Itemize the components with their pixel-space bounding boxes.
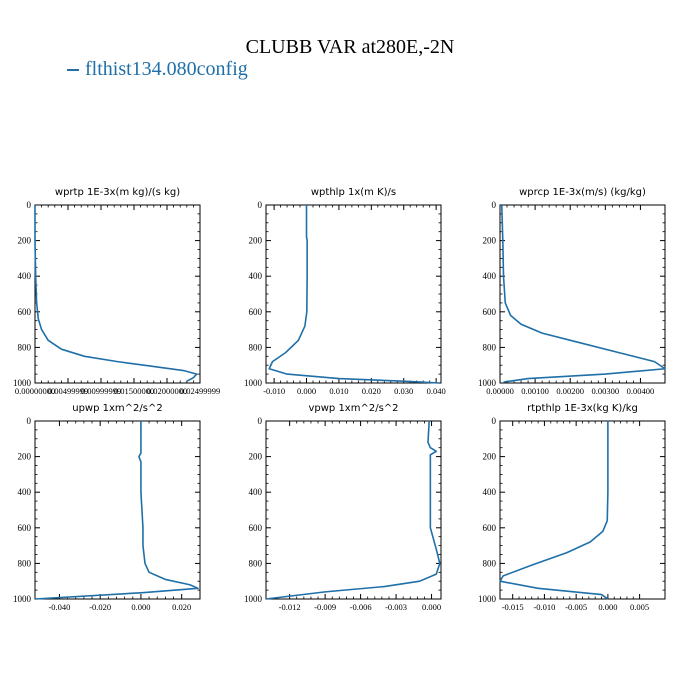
plot-frame — [34, 420, 201, 600]
legend-label: flthist134.080config — [85, 58, 248, 80]
x-tick-label: -0.015 — [502, 602, 524, 612]
plot-title: rtpthlp 1E-3x(kg K)/kg — [527, 403, 638, 414]
y-tick-label: 0 — [492, 200, 497, 210]
x-tick-label: -0.009 — [314, 602, 336, 612]
y-tick-label: 0 — [27, 416, 32, 426]
y-tick-label: 400 — [18, 271, 32, 281]
x-tick-label: 0.00400 — [627, 386, 655, 396]
x-tick-label: 0.000 — [131, 602, 150, 612]
y-tick-label: 0 — [258, 416, 263, 426]
y-tick-label: 200 — [483, 452, 497, 462]
x-tick-label: -0.005 — [565, 602, 587, 612]
plot-6: rtpthlp 1E-3x(kg K)/kg02004006008001000-… — [478, 403, 666, 612]
y-tick-label: 800 — [18, 558, 32, 568]
x-tick-label: 0.00300 — [592, 386, 620, 396]
plot-title: vpwp 1xm^2/s^2 — [308, 403, 398, 414]
x-tick-label: 0.030 — [394, 386, 413, 396]
x-tick-label: -0.010 — [533, 602, 555, 612]
y-tick-label: 0 — [492, 416, 497, 426]
y-tick-label: 400 — [18, 487, 32, 497]
legend-line-icon — [67, 69, 79, 72]
y-tick-label: 1000 — [244, 594, 263, 604]
x-tick-label: 0.000 — [297, 386, 316, 396]
legend: flthist134.080config — [67, 58, 248, 81]
x-tick-label: 0.000 — [598, 602, 617, 612]
x-tick-label: -0.006 — [350, 602, 372, 612]
x-tick-label: 0.00000000 — [15, 386, 55, 396]
y-tick-label: 1000 — [13, 594, 32, 604]
plot-title: wprcp 1E-3x(m/s) (kg/kg) — [519, 187, 646, 198]
y-tick-label: 800 — [249, 558, 263, 568]
y-tick-label: 600 — [249, 307, 263, 317]
x-tick-label: 0.000 — [422, 602, 441, 612]
x-tick-label: 0.020 — [362, 386, 381, 396]
x-tick-label: -0.003 — [385, 602, 407, 612]
plot-1: wprtp 1E-3x(m kg)/(s kg) 0 200 400 600 800 100… — [13, 187, 220, 396]
y-tick-label: 600 — [483, 523, 497, 533]
y-tick-label: 1000 — [13, 378, 32, 388]
y-tick-label: 200 — [249, 452, 263, 462]
y-tick-label: 200 — [18, 452, 32, 462]
y-tick-label: 1000 — [478, 378, 497, 388]
series-line — [265, 420, 441, 600]
x-tick-label: 0.00499999 — [48, 386, 88, 396]
y-tick-label: 200 — [483, 236, 497, 246]
x-tick-label: 0.00100 — [521, 386, 549, 396]
y-tick-label: 1000 — [478, 594, 497, 604]
plot-frame — [499, 420, 666, 600]
plot-frame — [265, 420, 442, 600]
y-tick-label: 800 — [249, 342, 263, 352]
plot-title: upwp 1xm^2/s^2 — [72, 403, 162, 414]
y-tick-label: 400 — [249, 487, 263, 497]
y-tick-label: 1000 — [244, 378, 263, 388]
y-tick-label: 200 — [18, 236, 32, 246]
x-tick-label: 0.020 — [172, 602, 191, 612]
plot-frame — [34, 204, 201, 384]
y-tick-label: 600 — [483, 307, 497, 317]
series-line — [34, 421, 199, 600]
y-tick-label: 800 — [483, 558, 497, 568]
series-line — [500, 204, 666, 383]
plot-frame — [265, 204, 442, 384]
y-tick-label: 800 — [18, 342, 32, 352]
x-tick-label: -0.010 — [263, 386, 285, 396]
plot-4: upwp 1xm^2/s^2 0 200 400 600 800 1000 -0.040 -0.… — [13, 403, 201, 612]
plot-2: wpthlp 1x(m K)/s 0 200 400 600 800 1000-0.010 0… — [244, 187, 446, 396]
figure-title: CLUBB VAR at280E,-2N — [245, 36, 455, 58]
x-tick-label: 0.01500000 — [114, 386, 154, 396]
y-tick-label: 200 — [249, 236, 263, 246]
y-tick-label: 400 — [249, 271, 263, 281]
plot-title: wpthlp 1x(m K)/s — [311, 187, 396, 198]
y-tick-label: 600 — [249, 523, 263, 533]
series-line — [34, 205, 198, 382]
x-tick-label: 0.005 — [630, 602, 649, 612]
x-tick-label: 0.040 — [427, 386, 446, 396]
plot-frame — [499, 204, 666, 384]
x-tick-label: -0.012 — [279, 602, 301, 612]
x-tick-label: 0.010 — [329, 386, 348, 396]
y-tick-label: 600 — [18, 523, 32, 533]
y-tick-label: 0 — [27, 200, 32, 210]
x-tick-label: 0.02499999 — [180, 386, 220, 396]
y-tick-label: 400 — [483, 487, 497, 497]
x-tick-label: -0.040 — [48, 602, 70, 612]
plot-5: vpwp 1xm^2/s^2 0 200 400 600 800 1000 -0.012 -0.… — [244, 403, 442, 612]
x-tick-label: 0.00000 — [486, 386, 514, 396]
series-line — [499, 421, 609, 600]
plot-title: wprtp 1E-3x(m kg)/(s kg) — [55, 187, 180, 198]
x-tick-label: 0.00999999 — [81, 386, 121, 396]
y-tick-label: 400 — [483, 271, 497, 281]
series-line — [268, 205, 440, 384]
y-tick-label: 800 — [483, 342, 497, 352]
x-tick-label: -0.020 — [89, 602, 111, 612]
x-tick-label: 0.02000000 — [147, 386, 187, 396]
x-tick-label: 0.00200 — [556, 386, 584, 396]
plot-3: wprcp 1E-3x(m/s) (kg/kg) 0 200 400 600 800 100… — [478, 187, 666, 396]
y-tick-label: 600 — [18, 307, 32, 317]
y-tick-label: 0 — [258, 200, 263, 210]
